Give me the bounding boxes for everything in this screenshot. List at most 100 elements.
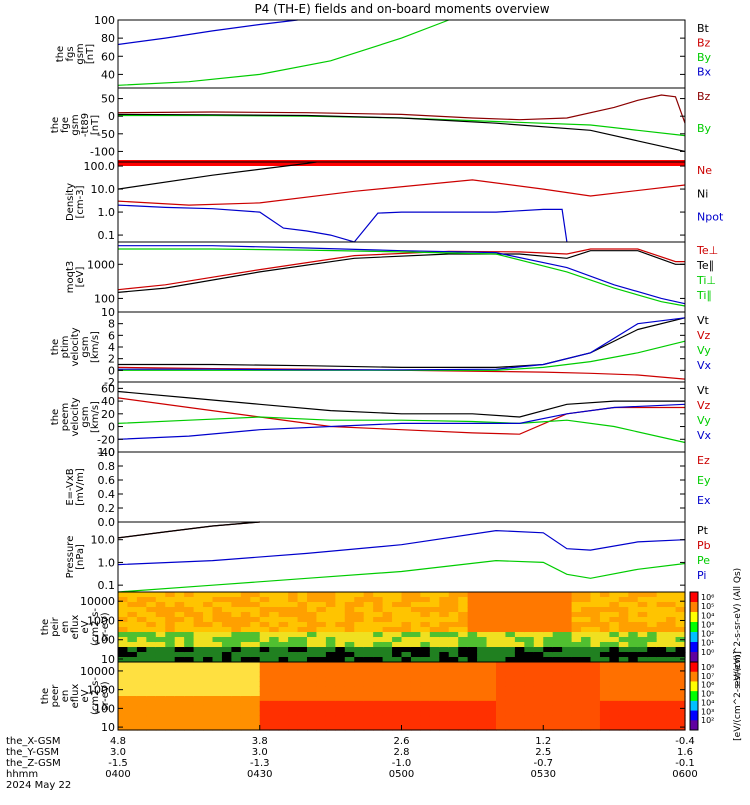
- spectrogram-cell: [297, 617, 308, 623]
- spectrogram-cell: [637, 705, 648, 712]
- colorbar-band: [690, 592, 698, 603]
- spectrogram-cell: [439, 637, 450, 643]
- spectrogram-cell: [609, 642, 620, 648]
- spectrogram-cell: [231, 696, 242, 702]
- spectrogram-cell: [571, 686, 582, 692]
- spectrogram-cell: [382, 710, 393, 717]
- spectrogram-cell: [165, 725, 176, 731]
- spectrogram-cell: [174, 666, 185, 673]
- spectrogram-cell: [675, 592, 686, 598]
- spectrogram-cell: [136, 686, 147, 692]
- spectrogram-cell: [392, 671, 403, 678]
- spectrogram-cell: [373, 691, 384, 697]
- series-line-pxim-Vx: [118, 317, 686, 371]
- spectrogram-cell: [127, 671, 138, 678]
- spectrogram-cell: [297, 686, 308, 692]
- spectrogram-cell: [477, 592, 488, 598]
- spectrogram-cell: [496, 612, 507, 618]
- spectrogram-cell: [382, 725, 393, 731]
- spectrogram-cell: [486, 720, 497, 726]
- spectrogram-cell: [647, 612, 658, 618]
- spectrogram-cell: [165, 676, 176, 683]
- spectrogram-cell: [571, 725, 582, 731]
- spectrogram-cell: [486, 710, 497, 717]
- spectrogram-cell: [552, 720, 563, 726]
- series-line-pxim-Vy: [118, 340, 686, 371]
- spectrogram-cell: [203, 642, 214, 648]
- spectrogram-cell: [325, 686, 336, 692]
- y-axis-label-line: [cm-3]: [75, 185, 86, 218]
- spectrogram-cell: [401, 691, 412, 697]
- spectrogram-cell: [269, 642, 280, 648]
- spectrogram-cell: [401, 700, 412, 707]
- spectrogram-cell: [514, 602, 525, 608]
- panel-frame: [117, 161, 686, 243]
- spectrogram-cell: [231, 686, 242, 692]
- spectrogram-cell: [467, 622, 478, 628]
- spectrogram-cell: [656, 715, 667, 721]
- spectrogram-cell: [382, 632, 393, 638]
- x-tick-label: 0530: [531, 769, 556, 780]
- y-axis-label-line: moqt3: [65, 261, 76, 294]
- y-tick-label: 0.0: [98, 516, 116, 529]
- spectrogram-cell: [477, 632, 488, 638]
- spectrogram-cell: [496, 696, 507, 702]
- spectrogram-cell: [240, 647, 251, 653]
- spectrogram-cell: [193, 657, 204, 663]
- spectrogram-cell: [401, 705, 412, 712]
- spectrogram-cell: [656, 725, 667, 731]
- spectrogram-cell: [373, 681, 384, 687]
- spectrogram-cell: [429, 597, 440, 603]
- spectrogram-cell: [212, 647, 223, 653]
- spectrogram-cell: [401, 632, 412, 638]
- spectrogram-cell: [637, 691, 648, 697]
- spectrogram-cell: [486, 637, 497, 643]
- y-axis-label-line: Density: [65, 183, 76, 221]
- spectrogram-cell: [448, 686, 459, 692]
- y-axis-label-line: gsm: [70, 114, 81, 135]
- spectrogram-cell: [618, 705, 629, 712]
- spectrogram-cell: [628, 705, 639, 712]
- spectrogram-cell: [599, 710, 610, 717]
- spectrogram-cell: [231, 681, 242, 687]
- spectrogram-cell: [335, 696, 346, 702]
- spectrogram-cell: [250, 671, 261, 678]
- spectrogram-cell: [288, 652, 299, 658]
- spectrogram-cell: [118, 705, 129, 712]
- spectrogram-cell: [155, 602, 166, 608]
- spectrogram-cell: [136, 691, 147, 697]
- spectrogram-cell: [344, 686, 355, 692]
- spectrogram-cell: [637, 681, 648, 687]
- spectrogram-cell: [562, 622, 573, 628]
- spectrogram-cell: [269, 686, 280, 692]
- y-axis-label-line: [km/s]: [90, 401, 101, 433]
- spectrogram-cell: [392, 657, 403, 663]
- spectrogram-cell: [533, 715, 544, 721]
- spectrogram-cell: [514, 622, 525, 628]
- spectrogram-cell: [552, 627, 563, 633]
- spectrogram-cell: [259, 612, 270, 618]
- spectrogram-cell: [552, 705, 563, 712]
- spectrogram-cell: [354, 691, 365, 697]
- spectrogram-cell: [552, 622, 563, 628]
- spectrogram-cell: [155, 657, 166, 663]
- spectrogram-cell: [382, 662, 393, 668]
- spectrogram-cell: [581, 676, 592, 683]
- spectrogram-cell: [193, 691, 204, 697]
- spectrogram-cell: [609, 647, 620, 653]
- spectrogram-cell: [118, 666, 129, 673]
- spectrogram-cell: [533, 676, 544, 683]
- spectrogram-cell: [221, 715, 232, 721]
- legend-label-Bz: Bz: [697, 90, 711, 103]
- spectrogram-cell: [637, 597, 648, 603]
- spectrogram-cell: [259, 642, 270, 648]
- spectrogram-cell: [401, 662, 412, 668]
- spectrogram-cell: [212, 652, 223, 658]
- spectrogram-cell: [599, 622, 610, 628]
- spectrogram-cell: [562, 597, 573, 603]
- spectrogram-cell: [297, 691, 308, 697]
- spectrogram-cell: [609, 676, 620, 683]
- spectrogram-cell: [250, 592, 261, 598]
- spectrogram-cell: [193, 592, 204, 598]
